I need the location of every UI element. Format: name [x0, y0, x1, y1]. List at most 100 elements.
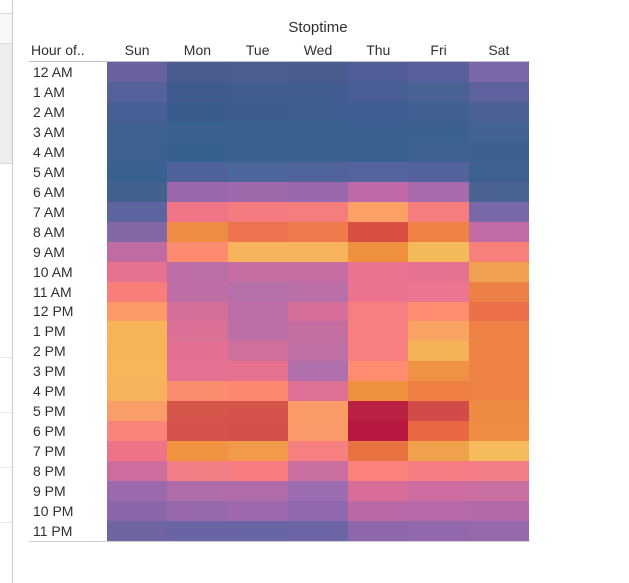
heatmap-cell-fri-2-pm[interactable] — [408, 341, 469, 362]
heatmap-cell-sun-7-pm[interactable] — [107, 441, 168, 462]
heatmap-cell-tue-3-pm[interactable] — [227, 361, 288, 382]
heatmap-cell-thu-2-am[interactable] — [348, 101, 409, 122]
heatmap-cell-mon-5-am[interactable] — [167, 161, 228, 182]
heatmap-cell-sat-1-pm[interactable] — [468, 321, 529, 342]
heatmap-cell-fri-7-am[interactable] — [408, 201, 469, 222]
heatmap-cell-wed-5-am[interactable] — [287, 161, 349, 182]
heatmap-cell-wed-12-am[interactable] — [287, 62, 349, 82]
heatmap-cell-mon-8-am[interactable] — [167, 221, 228, 242]
heatmap-cell-fri-11-pm[interactable] — [408, 521, 469, 541]
heatmap-cell-fri-11-am[interactable] — [408, 281, 469, 302]
heatmap-cell-wed-10-am[interactable] — [287, 261, 349, 282]
heatmap-cell-tue-7-am[interactable] — [227, 201, 288, 222]
heatmap-cell-sun-10-pm[interactable] — [107, 501, 168, 522]
row-header-1-am[interactable]: 1 AM — [13, 81, 107, 102]
column-header-mon[interactable]: Mon — [183, 42, 212, 58]
heatmap-cell-fri-4-pm[interactable] — [408, 381, 469, 402]
heatmap-cell-sun-12-pm[interactable] — [107, 301, 168, 322]
heatmap-cell-tue-4-pm[interactable] — [227, 381, 288, 402]
heatmap-cell-sun-9-pm[interactable] — [107, 481, 168, 502]
heatmap-cell-fri-9-pm[interactable] — [408, 481, 469, 502]
heatmap-cell-mon-9-pm[interactable] — [167, 481, 228, 502]
heatmap-cell-thu-10-pm[interactable] — [348, 501, 409, 522]
column-header-thu[interactable]: Thu — [366, 42, 391, 58]
heatmap-cell-tue-7-pm[interactable] — [227, 441, 288, 462]
heatmap-cell-fri-3-am[interactable] — [408, 121, 469, 142]
heatmap-cell-tue-5-am[interactable] — [227, 161, 288, 182]
heatmap-cell-sun-9-am[interactable] — [107, 241, 168, 262]
heatmap-cell-sun-11-am[interactable] — [107, 281, 168, 302]
heatmap-cell-sat-12-pm[interactable] — [468, 301, 529, 322]
row-header-7-am[interactable]: 7 AM — [13, 201, 107, 222]
heatmap-cell-sat-2-pm[interactable] — [468, 341, 529, 362]
heatmap-cell-thu-8-pm[interactable] — [348, 461, 409, 482]
heatmap-cell-sun-10-am[interactable] — [107, 261, 168, 282]
heatmap-cell-sun-4-pm[interactable] — [107, 381, 168, 402]
heatmap-cell-tue-9-pm[interactable] — [227, 481, 288, 502]
heatmap-cell-mon-2-pm[interactable] — [167, 341, 228, 362]
heatmap-cell-mon-2-am[interactable] — [167, 101, 228, 122]
heatmap-cell-sat-6-pm[interactable] — [468, 421, 529, 442]
row-header-8-am[interactable]: 8 AM — [13, 221, 107, 242]
row-header-2-pm[interactable]: 2 PM — [13, 341, 107, 362]
heatmap-cell-thu-1-am[interactable] — [348, 81, 409, 102]
heatmap-cell-thu-3-pm[interactable] — [348, 361, 409, 382]
heatmap-cell-mon-11-pm[interactable] — [167, 521, 228, 541]
heatmap-cell-mon-4-pm[interactable] — [167, 381, 228, 402]
row-header-3-am[interactable]: 3 AM — [13, 121, 107, 142]
heatmap-cell-fri-3-pm[interactable] — [408, 361, 469, 382]
heatmap-cell-mon-3-am[interactable] — [167, 121, 228, 142]
column-header-wed[interactable]: Wed — [303, 42, 333, 58]
heatmap-cell-fri-12-pm[interactable] — [408, 301, 469, 322]
heatmap-cell-wed-6-am[interactable] — [287, 181, 349, 202]
heatmap-cell-fri-9-am[interactable] — [408, 241, 469, 262]
heatmap-cell-fri-7-pm[interactable] — [408, 441, 469, 462]
heatmap-cell-sat-1-am[interactable] — [468, 81, 529, 102]
heatmap-cell-thu-6-am[interactable] — [348, 181, 409, 202]
heatmap-cell-wed-2-pm[interactable] — [287, 341, 349, 362]
heatmap-cell-fri-12-am[interactable] — [408, 62, 469, 82]
heatmap-cell-sat-3-am[interactable] — [468, 121, 529, 142]
heatmap-cell-fri-2-am[interactable] — [408, 101, 469, 122]
heatmap-cell-sat-9-am[interactable] — [468, 241, 529, 262]
heatmap-cell-sun-1-am[interactable] — [107, 81, 168, 102]
column-header-fri[interactable]: Fri — [430, 42, 447, 58]
heatmap-cell-tue-11-pm[interactable] — [227, 521, 288, 541]
heatmap-cell-wed-12-pm[interactable] — [287, 301, 349, 322]
heatmap-cell-tue-1-am[interactable] — [227, 81, 288, 102]
heatmap-cell-thu-7-pm[interactable] — [348, 441, 409, 462]
heatmap-cell-sun-1-pm[interactable] — [107, 321, 168, 342]
heatmap-cell-thu-4-pm[interactable] — [348, 381, 409, 402]
heatmap-cell-wed-1-pm[interactable] — [287, 321, 349, 342]
heatmap-cell-wed-11-am[interactable] — [287, 281, 349, 302]
heatmap-cell-tue-5-pm[interactable] — [227, 401, 288, 422]
heatmap-cell-sat-5-am[interactable] — [468, 161, 529, 182]
heatmap-cell-fri-6-am[interactable] — [408, 181, 469, 202]
heatmap-cell-wed-6-pm[interactable] — [287, 421, 349, 442]
row-header-2-am[interactable]: 2 AM — [13, 101, 107, 122]
heatmap-cell-wed-10-pm[interactable] — [287, 501, 349, 522]
heatmap-cell-sun-5-pm[interactable] — [107, 401, 168, 422]
row-header-4-pm[interactable]: 4 PM — [13, 381, 107, 402]
heatmap-cell-thu-3-am[interactable] — [348, 121, 409, 142]
row-header-5-pm[interactable]: 5 PM — [13, 401, 107, 422]
heatmap-cell-wed-9-am[interactable] — [287, 241, 349, 262]
heatmap-cell-sun-8-am[interactable] — [107, 221, 168, 242]
row-header-12-am[interactable]: 12 AM — [13, 62, 107, 82]
row-header-6-pm[interactable]: 6 PM — [13, 421, 107, 442]
heatmap-cell-thu-9-pm[interactable] — [348, 481, 409, 502]
heatmap-cell-mon-11-am[interactable] — [167, 281, 228, 302]
heatmap-cell-wed-1-am[interactable] — [287, 81, 349, 102]
heatmap-cell-sat-10-am[interactable] — [468, 261, 529, 282]
heatmap-cell-sun-3-am[interactable] — [107, 121, 168, 142]
heatmap-cell-sun-2-pm[interactable] — [107, 341, 168, 362]
heatmap-cell-fri-10-pm[interactable] — [408, 501, 469, 522]
heatmap-cell-sun-8-pm[interactable] — [107, 461, 168, 482]
heatmap-cell-wed-3-pm[interactable] — [287, 361, 349, 382]
heatmap-cell-sat-2-am[interactable] — [468, 101, 529, 122]
heatmap-cell-sat-4-am[interactable] — [468, 141, 529, 162]
heatmap-cell-thu-12-pm[interactable] — [348, 301, 409, 322]
heatmap-cell-sat-6-am[interactable] — [468, 181, 529, 202]
heatmap-cell-tue-8-pm[interactable] — [227, 461, 288, 482]
heatmap-cell-sun-5-am[interactable] — [107, 161, 168, 182]
